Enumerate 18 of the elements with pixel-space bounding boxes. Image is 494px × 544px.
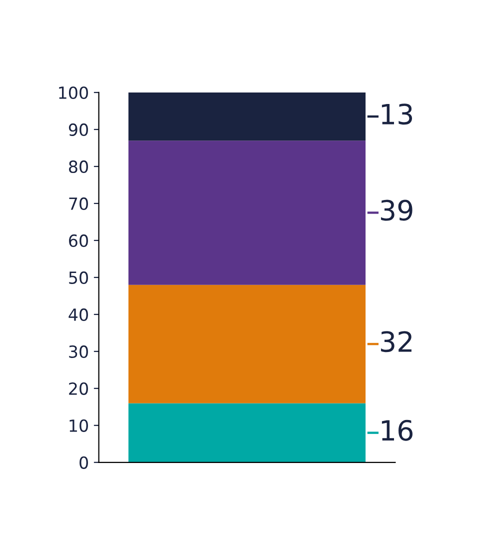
y-tick-label: 60 — [69, 234, 88, 248]
y-tick-label: 80 — [69, 160, 88, 174]
y-tick-label: 0 — [80, 456, 88, 469]
y-tick-label: 10 — [70, 419, 88, 432]
data-label: 32 — [381, 331, 412, 352]
bar — [128, 403, 366, 462]
y-tick-label: 50 — [69, 271, 88, 284]
y-tick-label: 70 — [69, 197, 88, 210]
y-tick-label: 20 — [69, 382, 88, 395]
bar — [128, 284, 366, 404]
data-label: 13 — [382, 104, 412, 125]
y-tick-label: 30 — [69, 345, 88, 358]
y-tick-label: 100 — [59, 86, 88, 100]
bar — [128, 92, 366, 141]
data-label: 16 — [382, 420, 412, 441]
y-tick-label: 40 — [68, 308, 88, 321]
data-label: 39 — [381, 200, 412, 221]
y-tick-label: 90 — [68, 123, 88, 136]
